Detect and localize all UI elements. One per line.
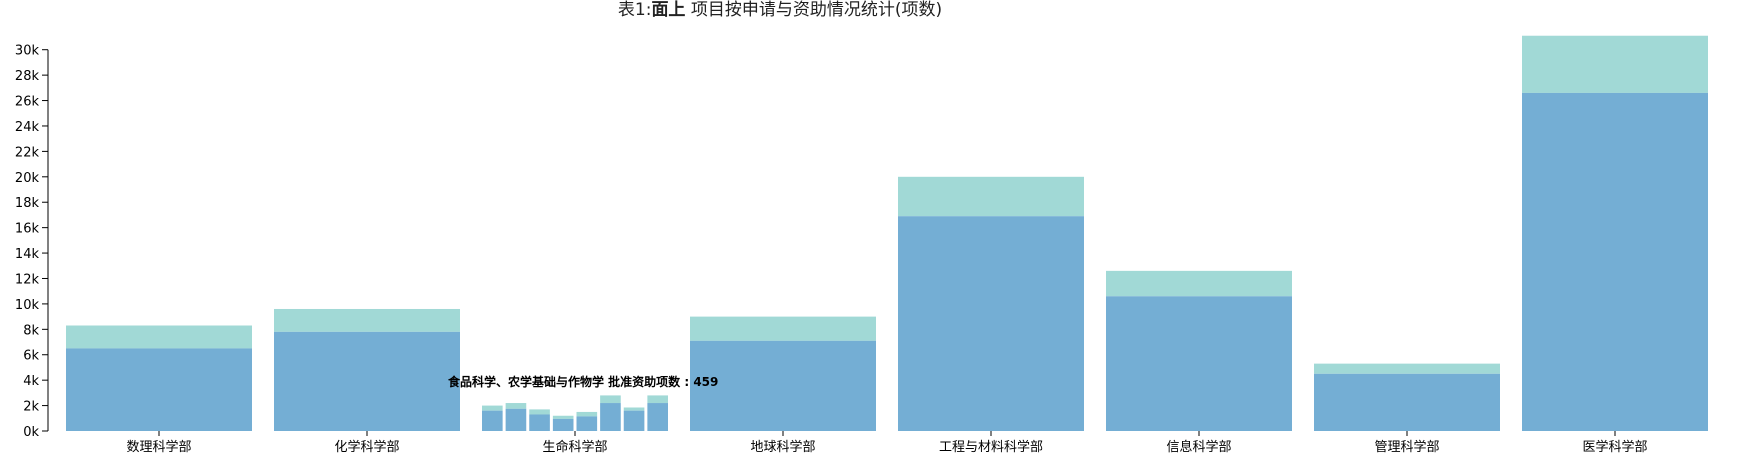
sub-bar-applied[interactable]: [600, 395, 621, 404]
sub-bar-approved[interactable]: [529, 414, 550, 431]
sub-bar-applied[interactable]: [529, 409, 550, 415]
y-tick-label: 4k: [23, 374, 39, 389]
bars-group: [66, 35, 1708, 431]
sub-bar-approved[interactable]: [647, 403, 668, 431]
x-category-label: 生命科学部: [542, 439, 607, 455]
bar-approved[interactable]: [690, 340, 876, 431]
y-tick-label: 22k: [15, 145, 40, 160]
bar-approved[interactable]: [1522, 92, 1708, 431]
sub-bar-approved[interactable]: [576, 416, 598, 431]
y-tick-label: 28k: [15, 69, 40, 84]
x-category-label: 化学科学部: [334, 439, 399, 455]
bar-applied[interactable]: [690, 316, 876, 341]
category-labels: 数理科学部 化学科学部 生命科学部 地球科学部 工程与材料科学部 信息科学部 管理科学部 医学…: [126, 431, 1648, 455]
bar-approved[interactable]: [1106, 296, 1292, 431]
x-category-label: 工程与材料科学部: [939, 439, 1043, 455]
y-tick-label: 12k: [15, 272, 40, 287]
sub-bar-applied[interactable]: [647, 395, 668, 404]
sub-bars-group: [482, 395, 668, 431]
x-category-label: 信息科学部: [1166, 439, 1231, 455]
y-tick-label: 16k: [15, 222, 40, 237]
sub-bar-applied[interactable]: [623, 407, 645, 411]
bar-applied[interactable]: [898, 176, 1084, 217]
y-tick-label: 6k: [23, 349, 39, 364]
y-tick-label: 24k: [15, 120, 40, 135]
y-tick-label: 0k: [23, 425, 39, 440]
sub-bar-approved[interactable]: [623, 410, 645, 431]
y-tick-label: 10k: [15, 298, 40, 313]
sub-bar-approved[interactable]: [505, 408, 527, 431]
bar-applied[interactable]: [66, 325, 252, 349]
sub-bar-approved[interactable]: [482, 410, 503, 431]
bar-approved[interactable]: [66, 348, 252, 431]
bar-applied[interactable]: [1522, 35, 1708, 93]
x-category-label: 医学科学部: [1582, 439, 1647, 455]
bar-applied[interactable]: [274, 308, 460, 332]
y-tick-label: 30k: [15, 44, 40, 59]
chart-title: 表1:面上 项目按申请与资助情况统计(项数): [0, 0, 1560, 20]
chart-title-emph: 面上: [651, 0, 686, 20]
y-tick-label: 2k: [23, 400, 39, 415]
bar-approved[interactable]: [1314, 373, 1500, 431]
sub-bar-approved[interactable]: [552, 418, 574, 431]
bar-applied[interactable]: [1314, 363, 1500, 374]
tooltip-text: 食品科学、农学基础与作物学 批准资助项数 : 459: [447, 374, 718, 389]
y-tick-label: 26k: [15, 95, 40, 110]
sub-bar-applied[interactable]: [505, 403, 527, 409]
sub-bar-applied[interactable]: [576, 411, 598, 417]
y-tick-label: 18k: [15, 196, 40, 211]
x-category-label: 管理科学部: [1374, 439, 1439, 455]
y-tick-label: 14k: [15, 247, 40, 262]
bar-approved[interactable]: [898, 216, 1084, 431]
chart-title-prefix: 表1:: [617, 0, 652, 20]
chart-title-rest: 项目按申请与资助情况统计(项数): [685, 0, 943, 20]
x-category-label: 地球科学部: [750, 439, 815, 455]
y-tick-label: 8k: [23, 323, 39, 338]
y-tick-label: 20k: [15, 171, 40, 186]
bar-approved[interactable]: [274, 331, 460, 431]
sub-bar-approved[interactable]: [600, 403, 621, 431]
sub-bar-applied[interactable]: [482, 405, 503, 411]
x-category-label: 数理科学部: [126, 439, 191, 455]
sub-bar-applied[interactable]: [552, 415, 574, 419]
y-axis: 0k 2k 4k 6k 8k 10k 12k 14k 16k 18k 20k 22k 24k 26k 28k…: [15, 44, 49, 440]
bar-applied[interactable]: [1106, 270, 1292, 297]
